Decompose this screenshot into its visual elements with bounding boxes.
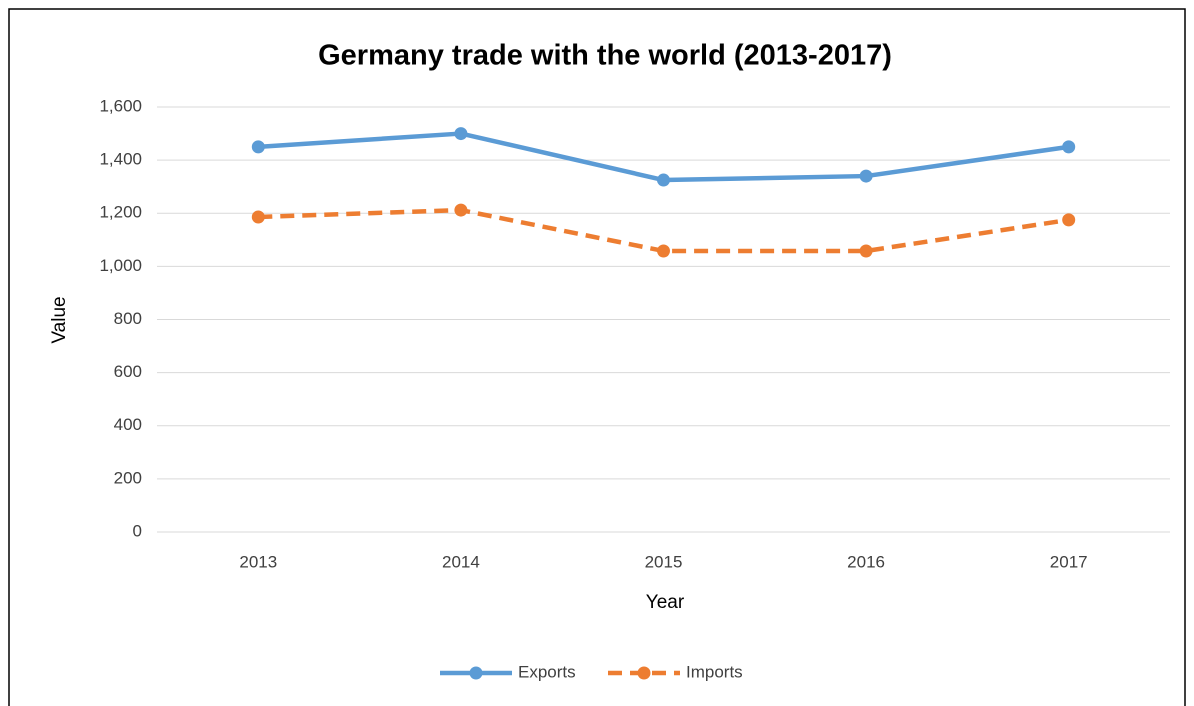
chart-frame [8, 8, 1186, 706]
y-tick-label: 1,400 [99, 150, 142, 169]
legend-marker [637, 666, 651, 680]
point [657, 244, 670, 258]
y-tick-label: 0 [133, 521, 142, 540]
y-tick-label: 800 [114, 309, 142, 328]
chart-title: Germany trade with the world (2013-2017) [318, 40, 892, 72]
x-tick-label: 2015 [645, 552, 683, 571]
point [859, 244, 873, 258]
point [657, 173, 670, 187]
x-tick-label: 2017 [1050, 552, 1088, 571]
y-tick-label: 1,000 [99, 256, 142, 275]
point [251, 210, 265, 224]
x-tick-label: 2013 [239, 552, 277, 571]
point [1062, 140, 1076, 154]
y-tick-label: 400 [114, 415, 142, 434]
x-axis-title: Year [646, 592, 685, 613]
point [251, 140, 265, 154]
y-tick-label: 600 [114, 362, 142, 381]
point [1062, 213, 1076, 227]
point [454, 203, 468, 217]
y-axis-title: Value [49, 296, 70, 343]
legend-label: Exports [518, 662, 576, 681]
point [859, 169, 873, 183]
y-tick-label: 1,600 [99, 96, 142, 115]
y-tick-label: 1,200 [99, 203, 142, 222]
legend-marker [469, 666, 483, 680]
point [454, 127, 468, 141]
x-tick-label: 2014 [442, 552, 480, 571]
x-tick-label: 2016 [847, 552, 885, 571]
legend-label: Imports [686, 662, 743, 681]
y-tick-label: 200 [114, 468, 142, 487]
